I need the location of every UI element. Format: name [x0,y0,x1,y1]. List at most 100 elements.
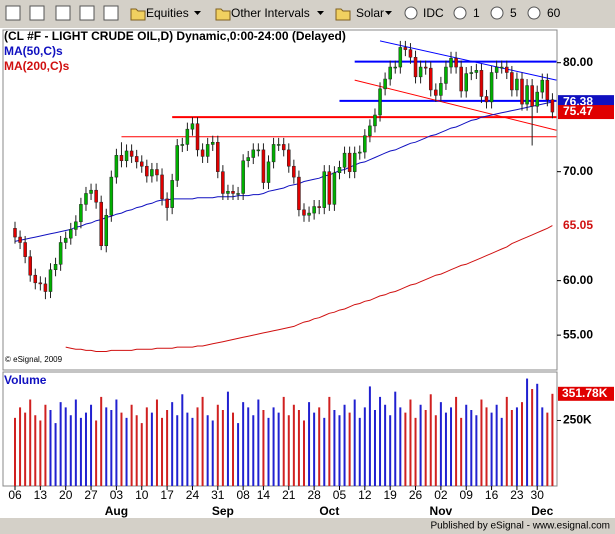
volume-bar [54,423,57,486]
volume-bar [531,389,534,486]
month-label: Nov [430,504,453,518]
volume-bar [521,402,523,486]
x-tick-label: 19 [384,488,398,502]
volume-bar [262,410,265,486]
candle-body [535,91,539,107]
toolbar-item: 5 [510,6,517,20]
candle-body [363,135,367,153]
candle-body [423,66,428,69]
volume-bar [29,399,32,486]
volume-bar [292,404,295,486]
x-tick-label: 24 [186,488,200,502]
volume-bar [379,396,382,486]
candle-body [221,171,225,194]
volume-bar [59,402,62,486]
volume-bar [302,420,305,486]
candle-body [165,198,169,208]
volume-bar [536,383,539,486]
candle-body [33,274,38,284]
volume-bar [490,412,493,486]
volume-bar [191,417,194,486]
candle-body [287,149,291,167]
volume-bar [171,402,174,486]
candle-body [550,99,555,113]
candle-body [459,66,463,92]
legend-entry: MA(50,C)s [4,44,63,58]
volume-bar [485,407,488,486]
volume-bar [414,417,417,486]
candle-body [469,72,474,74]
candle-body [520,78,524,105]
candle-body [393,66,397,69]
volume-bar [19,407,22,486]
candle-body [48,269,53,292]
volume-bar [69,415,72,486]
x-tick-label: 02 [434,488,448,502]
volume-bar [216,404,219,486]
x-tick-label: 14 [257,488,271,502]
volume-bar [79,417,82,486]
toolbar-item: IDC [423,6,444,20]
volume-bar [363,407,366,486]
x-tick-label: 16 [485,488,499,502]
volume-bar [105,407,108,486]
candle-body [200,149,205,157]
candle-body [28,256,32,276]
volume-tag-label: 351.78K [562,386,608,400]
candle-body [195,123,200,151]
candle-body [489,72,494,103]
volume-bar [95,420,98,486]
volume-bar [34,415,37,486]
candle-body [515,78,519,91]
candle-body [89,189,93,194]
candle-body [150,169,154,177]
candle-body [129,150,134,157]
candle-body [38,282,43,285]
volume-bar [551,393,554,486]
volume-bar [64,407,67,486]
candle-body [53,264,58,270]
candle-body [210,141,215,145]
x-tick-label: 20 [59,488,73,502]
candle-body [94,189,98,203]
volume-bar [419,404,422,486]
candle-body [170,180,174,208]
volume-panel [2,371,558,487]
candle-body [58,242,63,265]
x-tick-label: 03 [110,488,124,502]
volume-bar [110,410,113,486]
candle-body [43,283,48,292]
volume-bar [373,410,376,486]
candle-body [337,167,342,174]
candle-body [358,151,362,154]
ma-line [65,225,553,352]
candle-body [332,172,337,205]
trend-line [379,40,557,81]
volume-bar [287,415,290,486]
volume-bar [308,402,311,486]
candle-body [216,141,220,172]
candle-body [160,174,164,200]
volume-bar [353,399,356,486]
volume-bar [313,412,316,486]
volume-bar [460,417,463,486]
volume-bar [318,407,321,486]
y-tick-label: 250K [563,413,592,427]
volume-bar [84,412,87,486]
candle-body [190,123,195,130]
candle-body [69,229,73,239]
candle-body [342,152,347,168]
volume-bar [500,417,503,486]
x-tick-label: 09 [460,488,474,502]
candle-body [236,193,240,195]
volume-bar [323,417,326,486]
candle-body [408,49,413,58]
volume-bar [277,412,280,486]
candle-body [134,156,139,163]
candle-body [226,191,230,194]
volume-bar [541,407,544,486]
candle-body [302,209,306,216]
candle-body [439,83,443,96]
volume-bar [515,407,518,486]
volume-bar [14,417,16,486]
